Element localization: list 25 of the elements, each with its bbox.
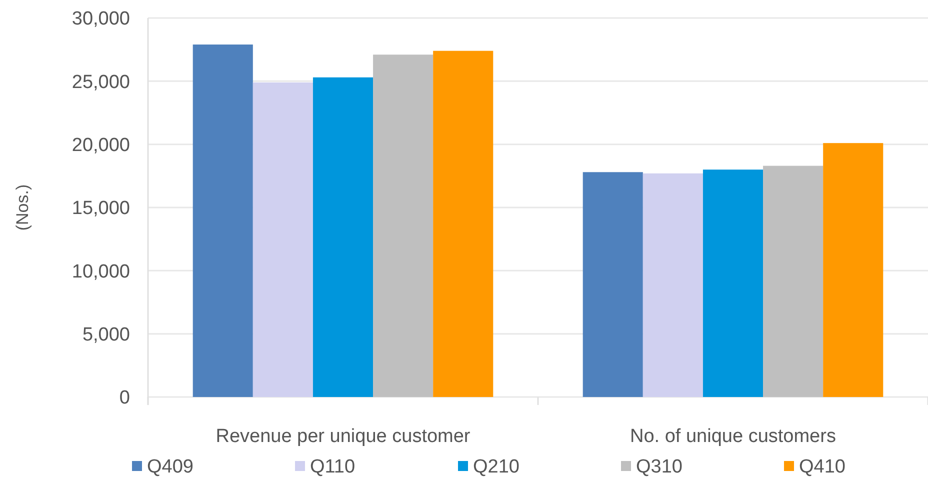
bar (192, 44, 253, 397)
y-tick-label: 20,000 (72, 134, 130, 156)
y-tick-label: 10,000 (72, 261, 130, 282)
bar (373, 54, 434, 397)
legend-label: Q409 (147, 456, 194, 478)
x-tick-label: No. of unique customers (630, 426, 836, 447)
bar (252, 82, 313, 397)
y-tick-label: 30,000 (72, 8, 130, 30)
bar (642, 173, 703, 397)
legend-label: Q110 (310, 456, 356, 478)
x-tick-label: Revenue per unique customer (216, 426, 471, 447)
y-tick-label: 5,000 (82, 324, 130, 346)
bar (582, 172, 643, 397)
legend-label: Q310 (636, 456, 682, 478)
y-tick-label: 25,000 (72, 72, 130, 93)
y-tick-label: 15,000 (72, 198, 130, 220)
bar (823, 143, 884, 397)
bar (433, 50, 494, 397)
bar (763, 166, 824, 397)
legend-label: Q210 (473, 456, 520, 478)
bar (702, 170, 764, 397)
y-axis-title: (Nos.) (13, 184, 32, 231)
legend-label: Q410 (799, 456, 846, 478)
bar (312, 77, 374, 397)
y-tick-label: 0 (119, 388, 130, 409)
